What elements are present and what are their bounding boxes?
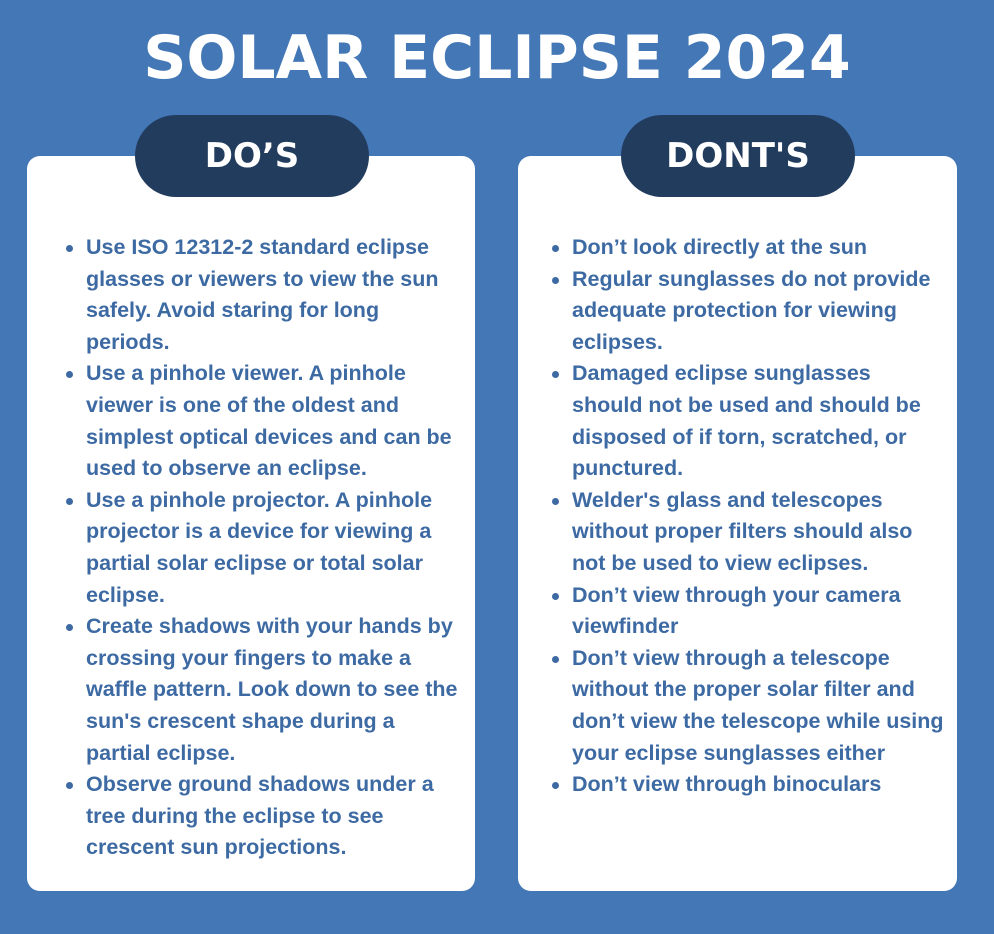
dos-header: DO’S	[135, 115, 369, 197]
list-item: Regular sunglasses do not provide adequa…	[552, 264, 944, 359]
donts-list: Don’t look directly at the sun Regular s…	[552, 232, 944, 801]
list-item: Damaged eclipse sunglasses should not be…	[552, 358, 944, 484]
donts-header: DONT'S	[621, 115, 855, 197]
list-item: Use ISO 12312-2 standard eclipse glasses…	[66, 232, 458, 358]
list-item: Don’t view through binoculars	[552, 769, 944, 801]
list-item: Create shadows with your hands by crossi…	[66, 611, 458, 769]
list-item: Use a pinhole viewer. A pinhole viewer i…	[66, 358, 458, 484]
donts-card	[518, 156, 957, 891]
list-item: Use a pinhole projector. A pinhole proje…	[66, 485, 458, 611]
list-item: Don’t view through your camera viewfinde…	[552, 580, 944, 643]
page-title: SOLAR ECLIPSE 2024	[143, 23, 851, 93]
dos-card	[27, 156, 475, 891]
list-item: Don’t look directly at the sun	[552, 232, 944, 264]
list-item: Don’t view through a telescope without t…	[552, 643, 944, 769]
dos-list: Use ISO 12312-2 standard eclipse glasses…	[66, 232, 458, 864]
list-item: Welder's glass and telescopes without pr…	[552, 485, 944, 580]
list-item: Observe ground shadows under a tree duri…	[66, 769, 458, 864]
